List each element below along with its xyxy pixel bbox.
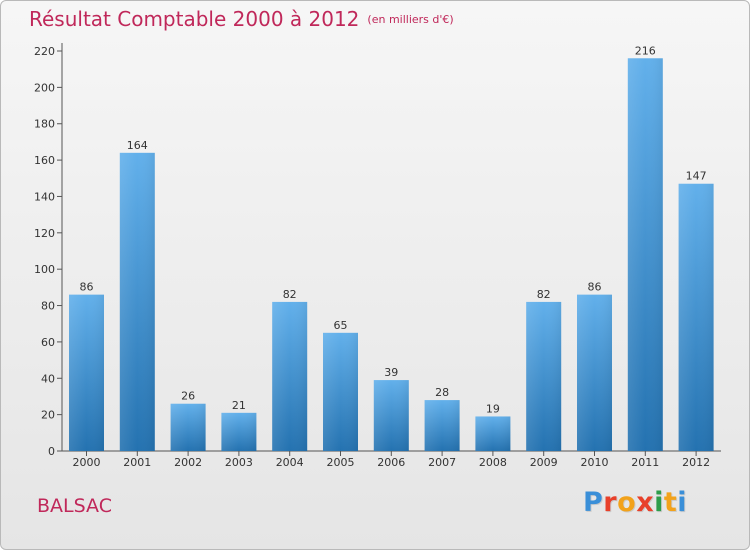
x-tick-label-2007: 2007 <box>428 456 456 469</box>
x-tick-label-2002: 2002 <box>174 456 202 469</box>
y-tick-label: 140 <box>34 190 55 203</box>
y-tick-label: 120 <box>34 227 55 240</box>
chart-bars <box>69 58 714 451</box>
chart-labels: 86 2000 164 2001 26 2002 21 2003 82 2004 65 2005 39 2… <box>73 44 711 469</box>
bar-value-label-2012: 147 <box>686 170 707 183</box>
bar-value-label-2010: 86 <box>588 281 602 294</box>
bar-shine-2007 <box>424 400 460 451</box>
x-tick-label-2009: 2009 <box>530 456 558 469</box>
bar-shine-2004 <box>272 301 308 451</box>
chart-title-text: Résultat Comptable 2000 à 2012 <box>29 7 360 31</box>
logo-letter: i <box>677 487 688 518</box>
logo-letter: i <box>654 487 664 518</box>
y-tick-label: 80 <box>41 300 55 313</box>
proxiti-logo: Proxiti <box>583 487 687 518</box>
bar-shine-2010 <box>577 294 612 451</box>
bar-shine-2009 <box>526 301 562 451</box>
bar-value-label-2001: 164 <box>127 139 148 152</box>
bar-shine-2011 <box>627 58 663 451</box>
logo-letter: t <box>663 487 678 518</box>
y-tick-label: 100 <box>34 263 55 276</box>
bar-value-label-2008: 19 <box>486 402 500 415</box>
logo-letter: x <box>636 487 655 518</box>
x-tick-label-2004: 2004 <box>276 456 304 469</box>
bar-shine-2000 <box>69 294 104 451</box>
logo-letter: r <box>603 487 618 518</box>
bar-value-label-2005: 65 <box>334 319 348 332</box>
y-tick-label: 220 <box>34 45 55 58</box>
bar-value-label-2002: 26 <box>181 390 195 403</box>
chart-title: Résultat Comptable 2000 à 2012 (en millie… <box>29 7 454 31</box>
y-tick-label: 180 <box>34 118 55 131</box>
bar-shine-2001 <box>119 152 155 451</box>
x-tick-label-2008: 2008 <box>479 456 507 469</box>
x-tick-label-2001: 2001 <box>123 456 151 469</box>
logo-letter: P <box>583 487 604 518</box>
commune-name: BALSAC <box>37 495 112 517</box>
x-tick-label-2010: 2010 <box>581 456 609 469</box>
bar-value-label-2004: 82 <box>283 288 297 301</box>
bar-value-label-2003: 21 <box>232 399 246 412</box>
x-tick-label-2000: 2000 <box>73 456 101 469</box>
x-tick-label-2012: 2012 <box>682 456 710 469</box>
bar-value-label-2000: 86 <box>80 281 94 294</box>
y-tick-label: 160 <box>34 154 55 167</box>
bar-shine-2008 <box>475 416 511 451</box>
x-tick-label-2011: 2011 <box>631 456 659 469</box>
bar-value-label-2009: 82 <box>537 288 551 301</box>
x-tick-label-2005: 2005 <box>327 456 355 469</box>
logo-letter: o <box>617 487 637 518</box>
chart-unit-label: (en milliers d'€) <box>367 13 454 26</box>
bar-value-label-2007: 28 <box>435 386 449 399</box>
y-tick-label: 0 <box>48 445 55 458</box>
y-tick-label: 200 <box>34 81 55 94</box>
bar-shine-2005 <box>323 332 358 451</box>
bar-shine-2012 <box>678 183 714 451</box>
y-tick-label: 40 <box>41 372 55 385</box>
x-tick-label-2006: 2006 <box>377 456 405 469</box>
bar-value-label-2006: 39 <box>384 366 398 379</box>
bar-shine-2006 <box>373 380 409 451</box>
bar-value-label-2011: 216 <box>635 44 656 57</box>
y-tick-label: 60 <box>41 336 55 349</box>
x-tick-label-2003: 2003 <box>225 456 253 469</box>
y-tick-label: 20 <box>41 409 55 422</box>
bar-shine-2003 <box>221 412 257 451</box>
bar-shine-2002 <box>170 403 206 451</box>
